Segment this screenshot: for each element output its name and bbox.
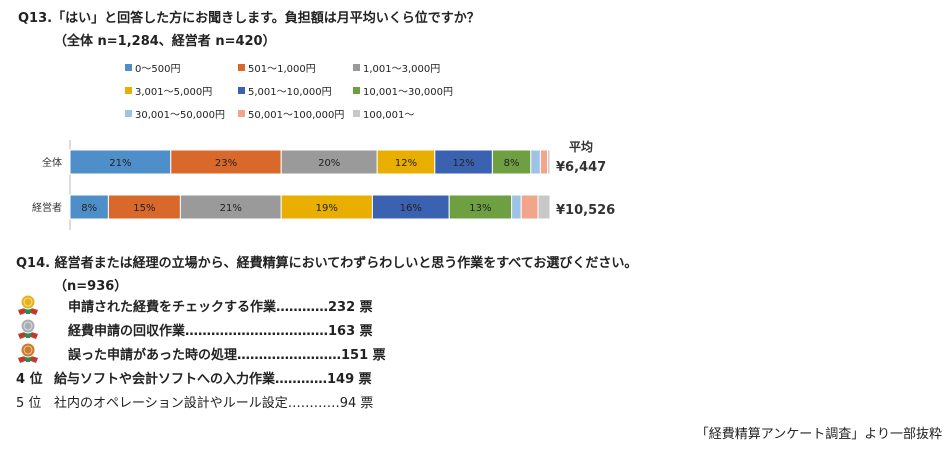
bar-segment bbox=[539, 149, 549, 175]
legend-label: 50,001～100,000円 bbox=[248, 110, 345, 121]
rank-votes: 163 票 bbox=[328, 323, 373, 339]
q14-subtitle: （n=936） bbox=[54, 279, 128, 294]
q13-title: Q13.「はい」と回答した方にお聞きします。負担額は月平均いくら位ですか？ bbox=[18, 11, 480, 26]
rank-text: 申請された経費をチェックする作業………… bbox=[68, 299, 329, 315]
bar-segment bbox=[448, 194, 513, 220]
bar-segment bbox=[537, 194, 551, 220]
bar-segment bbox=[547, 149, 551, 175]
legend-swatch bbox=[125, 64, 132, 71]
legend-item: 100,001～ bbox=[353, 106, 414, 121]
bar-segment bbox=[520, 194, 539, 220]
legend-item: 10,001～30,000円 bbox=[353, 83, 453, 98]
q13-subtitle: （全体 n=1,284、経営者 n=420） bbox=[54, 34, 276, 49]
bar-segment bbox=[511, 194, 522, 220]
rank-row: 誤った申請があった時の処理…………………… 151 票 bbox=[16, 342, 386, 364]
data-label: 13% bbox=[469, 203, 491, 214]
legend-label: 10,001～30,000円 bbox=[363, 87, 453, 98]
legend-item: 501～1,000円 bbox=[238, 60, 316, 75]
rank-votes: 232 票 bbox=[328, 299, 373, 315]
legend-label: 1,001～3,000円 bbox=[363, 64, 441, 75]
legend-label: 0～500円 bbox=[135, 64, 181, 75]
average-value-total: ¥6,447 bbox=[556, 160, 607, 175]
legend-swatch bbox=[125, 110, 132, 117]
rank-number: 5 位 bbox=[16, 395, 42, 411]
rank-votes: 149 票 bbox=[327, 371, 372, 387]
data-label: 12% bbox=[452, 158, 474, 169]
legend-item: 5,001～10,000円 bbox=[238, 83, 332, 98]
bar-segment bbox=[376, 149, 436, 175]
data-label: 21% bbox=[109, 158, 131, 169]
bar-segment bbox=[179, 194, 282, 220]
legend-swatch bbox=[238, 110, 245, 117]
rank-votes: 151 票 bbox=[341, 347, 386, 363]
data-label: 23% bbox=[215, 158, 237, 169]
silver-medal-icon bbox=[16, 318, 40, 340]
average-title: 平均 bbox=[569, 140, 594, 154]
legend-item: 30,001～50,000円 bbox=[125, 106, 225, 121]
q14-title: Q14. 経営者または経理の立場から、経費精算においてわずらわしいと思う作業をす… bbox=[16, 256, 638, 271]
rank-text: 経費申請の回収作業…………………………… bbox=[68, 323, 329, 339]
legend-label: 5,001～10,000円 bbox=[248, 87, 332, 98]
legend-label: 100,001～ bbox=[363, 110, 415, 121]
gold-medal-icon bbox=[16, 294, 40, 316]
bar-segment bbox=[371, 194, 450, 220]
legend-swatch bbox=[125, 87, 132, 94]
bar-segment bbox=[69, 194, 109, 220]
bar-segment bbox=[280, 194, 373, 220]
rank-text: 給与ソフトや会計ソフトへの入力作業………… bbox=[54, 371, 328, 387]
stacked-bar-chart: 全体 21% 23% 20% 12% 12% 8% 経営者 8% 15% 21% 19% 16% 13% bbox=[32, 140, 551, 230]
rank-row: 4 位給与ソフトや会計ソフトへの入力作業………… 149 票 bbox=[16, 366, 372, 388]
legend-swatch bbox=[238, 64, 245, 71]
data-label: 8% bbox=[504, 158, 520, 169]
data-label: 20% bbox=[318, 158, 340, 169]
data-label: 8% bbox=[81, 203, 97, 214]
data-label: 15% bbox=[133, 203, 155, 214]
legend-item: 3,001～5,000円 bbox=[125, 83, 212, 98]
legend-label: 30,001～50,000円 bbox=[135, 110, 225, 121]
rank-row: 経費申請の回収作業…………………………… 163 票 bbox=[16, 318, 373, 340]
rank-number: 4 位 bbox=[16, 371, 43, 387]
bar-segment bbox=[530, 149, 541, 175]
legend-label: 501～1,000円 bbox=[248, 64, 316, 75]
rank-row: 申請された経費をチェックする作業………… 232 票 bbox=[16, 294, 373, 316]
legend-label: 3,001～5,000円 bbox=[135, 87, 213, 98]
legend-item: 50,001～100,000円 bbox=[238, 106, 344, 121]
bar-segment bbox=[491, 149, 532, 175]
data-label: 16% bbox=[400, 203, 422, 214]
source-note: 「経費精算アンケート調査」より一部抜粋 bbox=[695, 427, 942, 442]
rank-row: 5 位社内のオペレーション設計やルール設定………… 94 票 bbox=[16, 390, 373, 412]
bar-segment bbox=[434, 149, 493, 175]
rank-text: 誤った申請があった時の処理…………………… bbox=[68, 347, 342, 363]
average-value-owners: ¥10,526 bbox=[556, 203, 616, 218]
category-label: 経営者 bbox=[32, 201, 62, 214]
data-label: 12% bbox=[395, 158, 417, 169]
rank-votes: 94 票 bbox=[339, 395, 374, 411]
category-label: 全体 bbox=[42, 156, 62, 169]
legend-item: 1,001～3,000円 bbox=[353, 60, 440, 75]
data-label: 21% bbox=[220, 203, 242, 214]
legend-swatch bbox=[238, 87, 245, 94]
legend-swatch bbox=[353, 64, 360, 71]
bar-segment bbox=[280, 149, 378, 175]
rank-text: 社内のオペレーション設計やルール設定………… bbox=[54, 395, 340, 411]
legend-swatch bbox=[353, 87, 360, 94]
legend-swatch bbox=[353, 110, 360, 117]
bronze-medal-icon bbox=[16, 342, 40, 364]
legend-item: 0～500円 bbox=[125, 60, 180, 75]
data-label: 19% bbox=[316, 203, 338, 214]
bar-segment bbox=[107, 194, 181, 220]
